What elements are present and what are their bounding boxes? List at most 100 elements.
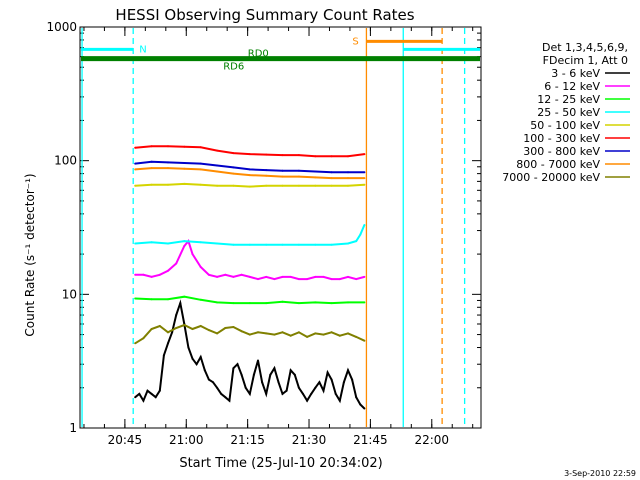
data-point [289,275,292,278]
data-point [167,342,169,345]
legend-label: 50 - 100 keV [530,119,600,132]
data-point [330,243,333,246]
data-point [261,381,264,384]
data-point [265,392,268,395]
legend: Det 1,3,4,5,6,9,FDecim 1, Att 03 - 6 keV… [502,41,630,184]
data-point [330,155,333,158]
data-point [342,381,345,384]
data-point [179,302,182,305]
data-point [158,389,161,392]
legend-label: 7000 - 20000 keV [502,171,600,184]
data-point [281,392,284,395]
data-point [355,396,358,399]
data-point [322,333,325,336]
y-tick-label: 1 [69,421,77,435]
data-point [281,154,284,157]
data-point [363,224,366,226]
data-point [199,162,202,165]
data-point [167,242,169,245]
data-point [183,245,186,247]
data-point [228,399,231,402]
data-point [248,392,251,395]
timestamp-footer: 3-Sep-2010 22:59 [564,469,636,478]
data-point [134,396,137,399]
data-point [232,326,235,328]
data-point [347,177,349,180]
data-point [330,302,333,305]
x-tick-label: 21:15 [230,433,265,447]
data-point [265,169,268,172]
data-point [134,162,137,165]
data-point [183,240,186,243]
data-point [297,302,300,305]
data-point [265,153,268,156]
data-point [167,183,169,186]
data-point [232,302,235,305]
data-point [240,273,243,276]
data-point [224,327,227,329]
data-point [244,386,247,389]
data-point [297,331,300,334]
data-point [326,371,329,374]
data-point [199,266,202,268]
data-point [167,269,169,272]
data-point [183,324,186,326]
data-point [334,392,337,395]
data-point [347,332,349,335]
data-point [330,177,333,180]
data-point [212,381,214,384]
data-point [199,298,202,301]
data-point [314,170,317,173]
data-point [281,331,284,334]
data-point [183,295,186,298]
data-point [281,275,284,278]
data-point [167,161,169,164]
data-point [224,396,227,399]
x-tick-label: 21:00 [169,433,204,447]
data-point [248,153,251,156]
chart-title: HESSI Observing Summary Count Rates [115,6,414,24]
data-point [216,184,219,187]
data-point [302,392,304,395]
data-point [310,392,313,395]
data-point [265,302,268,305]
plot-area: 1 10 100 1000 20:45 21:00 21:15 21:30 21:45 22:00… [46,20,482,447]
data-point [314,301,317,304]
y-tick-label: 10 [62,287,77,301]
data-point [363,339,366,342]
data-point [248,275,251,278]
legend-label: 800 - 7000 keV [516,158,600,171]
data-point [281,243,284,246]
data-point [232,243,235,246]
legend-label: 100 - 300 keV [523,132,600,145]
data-point [359,403,362,406]
data-point [167,331,169,334]
data-point [150,328,153,330]
data-point [199,325,202,327]
data-point [207,378,210,381]
status-bar-label: RD6 [223,62,244,73]
data-point [314,155,317,158]
data-point [265,243,268,246]
data-point [248,243,251,246]
data-point [199,146,202,149]
data-point [351,378,354,381]
legend-label: 3 - 6 keV [551,67,600,80]
data-point [314,243,317,246]
data-point [289,369,292,372]
data-point [347,369,349,372]
data-point [257,359,259,362]
data-point [330,171,333,174]
data-point [154,396,157,399]
data-point [281,175,284,178]
data-point [248,185,251,188]
data-point [195,363,198,366]
data-point [347,275,349,278]
data-point [216,170,219,173]
data-point [216,332,219,335]
data-point [297,386,300,389]
data-point [183,145,186,148]
data-point [265,174,268,177]
data-point [297,175,300,178]
